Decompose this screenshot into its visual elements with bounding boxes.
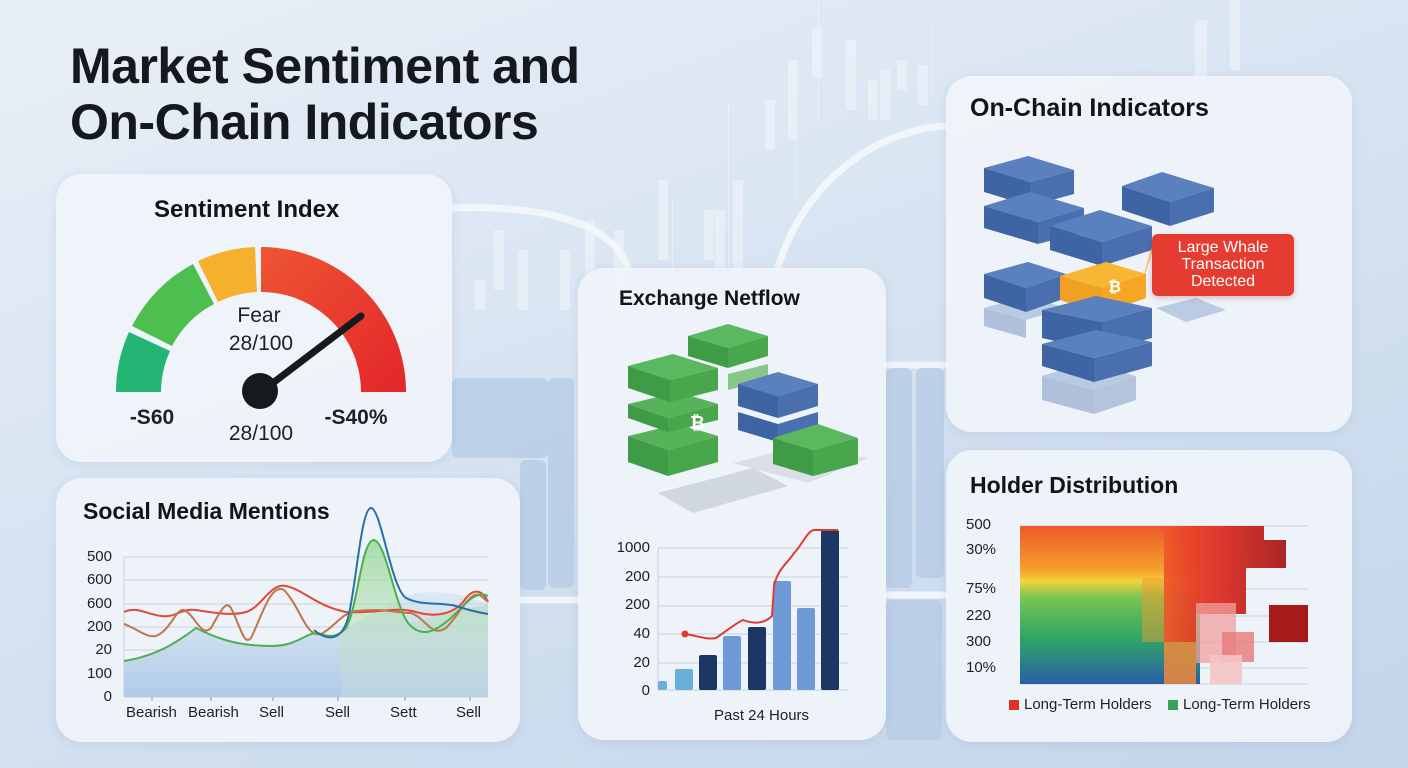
- social-media-line-chart: [123, 506, 489, 701]
- x-tick: Sell: [456, 704, 482, 721]
- sentiment-index-card: Sentiment Index Fear 28/100 -S60 -S40%: [56, 174, 452, 462]
- x-tick: Bearish: [126, 704, 177, 721]
- sentiment-value: 28/100: [228, 332, 294, 355]
- sentiment-gauge: [116, 247, 406, 409]
- y-tick: 30%: [966, 541, 997, 558]
- on-chain-indicators-card: On-Chain Indicators: [946, 76, 1352, 432]
- x-tick: Sett: [390, 704, 417, 721]
- sentiment-index-title: Sentiment Index: [154, 196, 340, 223]
- bitcoin-icon: ₿: [1108, 279, 1122, 296]
- alert-line1: Large Whale: [1177, 239, 1269, 256]
- y-tick: 20: [633, 654, 650, 671]
- y-tick: 600: [86, 595, 112, 612]
- bitcoin-icon: ₿: [690, 413, 705, 433]
- y-tick: 200: [624, 568, 650, 585]
- exchange-netflow-card: Exchange Netflow ₿ 1000 200 200: [578, 268, 886, 740]
- sentiment-left-label: -S60: [129, 406, 175, 429]
- exchange-netflow-title: Exchange Netflow: [619, 287, 800, 310]
- y-tick: 100: [86, 665, 112, 682]
- page-title: Market Sentiment and On-Chain Indicators: [70, 38, 580, 150]
- exchange-netflow-blocks-illustration: [628, 324, 868, 513]
- on-chain-title: On-Chain Indicators: [970, 94, 1209, 122]
- holder-distribution-heatmap: [1020, 525, 1308, 685]
- y-tick: 75%: [966, 580, 997, 597]
- legend-label: Long-Term Holders: [1024, 696, 1152, 713]
- social-media-title: Social Media Mentions: [83, 498, 330, 524]
- page-title-line2: On-Chain Indicators: [70, 94, 539, 150]
- y-tick: 1000: [616, 539, 650, 556]
- y-tick: 0: [641, 682, 650, 699]
- legend-label: Long-Term Holders: [1183, 696, 1311, 713]
- alert-line2: Transaction: [1181, 256, 1265, 273]
- y-tick: 600: [86, 571, 112, 588]
- y-tick: 200: [624, 596, 650, 613]
- sentiment-right-label: -S40%: [324, 406, 388, 429]
- y-tick: 200: [86, 618, 112, 635]
- legend-swatch-green: [1168, 699, 1178, 710]
- y-tick: 500: [86, 548, 112, 565]
- y-tick: 220: [966, 607, 992, 624]
- exchange-netflow-bar-chart: [657, 529, 848, 691]
- holder-distribution-card: Holder Distribution 500 30% 75% 220 300 …: [946, 450, 1352, 742]
- x-tick: Bearish: [188, 704, 239, 721]
- on-chain-blocks-illustration: [984, 156, 1226, 414]
- y-tick: 10%: [966, 659, 997, 676]
- y-tick: 0: [103, 688, 112, 705]
- y-tick: 300: [966, 633, 992, 650]
- holder-distribution-title: Holder Distribution: [970, 472, 1179, 498]
- sentiment-label: Fear: [237, 304, 281, 327]
- legend-swatch-red: [1009, 699, 1019, 710]
- legend-item-long-term-green: Long-Term Holders: [1168, 696, 1311, 713]
- page-title-line1: Market Sentiment and: [70, 38, 580, 94]
- whale-alert-callout: Large Whale Transaction Detected: [1152, 234, 1294, 296]
- alert-line3: Detected: [1190, 273, 1256, 290]
- y-tick: 500: [966, 516, 992, 533]
- y-tick: 40: [633, 625, 650, 642]
- x-tick: Sell: [325, 704, 351, 721]
- exchange-netflow-x-label: Past 24 Hours: [714, 707, 810, 724]
- x-tick: Sell: [259, 704, 285, 721]
- social-media-card: Social Media Mentions 500 600 600 200 20…: [56, 478, 520, 742]
- sentiment-bottom-value: 28/100: [228, 422, 294, 445]
- legend-item-long-term-red: Long-Term Holders: [1009, 696, 1152, 713]
- y-tick: 20: [95, 641, 112, 658]
